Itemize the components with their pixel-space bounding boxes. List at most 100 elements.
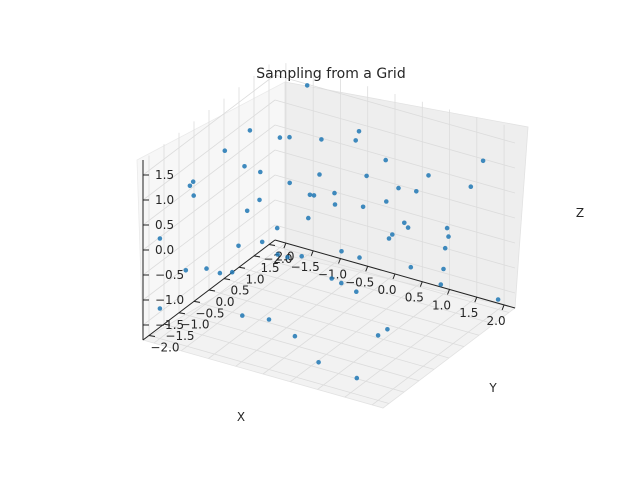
x-tick bbox=[365, 266, 369, 272]
y-tick bbox=[268, 244, 276, 246]
data-point bbox=[311, 193, 317, 198]
z-axis-label: Z bbox=[576, 206, 584, 220]
data-point bbox=[258, 169, 263, 175]
x-tick bbox=[474, 297, 478, 303]
data-point bbox=[285, 254, 290, 260]
data-point bbox=[229, 269, 235, 275]
z-tick-label: −1.0 bbox=[155, 293, 184, 307]
data-point bbox=[408, 264, 414, 270]
z-tick-label: 1.0 bbox=[155, 193, 174, 207]
data-point bbox=[339, 280, 344, 286]
x-tick bbox=[338, 258, 341, 264]
data-point bbox=[240, 313, 245, 318]
data-point bbox=[444, 225, 450, 231]
y-gridline-floor bbox=[238, 266, 480, 336]
y-gridline-floor bbox=[268, 244, 510, 313]
data-point bbox=[442, 245, 448, 251]
z-gridline-back bbox=[142, 149, 276, 251]
z-gridline-back bbox=[142, 199, 276, 301]
data-point bbox=[357, 255, 362, 260]
data-point bbox=[277, 135, 283, 140]
data-point bbox=[187, 183, 193, 189]
data-point bbox=[354, 289, 359, 295]
z-tick-label: −0.5 bbox=[155, 268, 184, 282]
data-point bbox=[316, 360, 321, 365]
y-tick-label: −0.5 bbox=[195, 306, 224, 320]
x-axis-label: X bbox=[237, 410, 245, 424]
data-point bbox=[204, 266, 209, 271]
data-points bbox=[157, 83, 501, 381]
y-tick bbox=[178, 312, 186, 315]
y-gridline-floor bbox=[163, 323, 405, 393]
z-gridline-back bbox=[142, 224, 276, 326]
y-gridline-floor bbox=[253, 255, 495, 325]
data-point bbox=[384, 199, 389, 204]
x-tick bbox=[392, 273, 396, 280]
y-tick bbox=[148, 335, 156, 337]
x-tick-label: −0.5 bbox=[345, 275, 374, 289]
data-point bbox=[402, 220, 407, 226]
data-point bbox=[438, 282, 444, 287]
z-gridline-back bbox=[142, 174, 276, 276]
x-tick bbox=[447, 289, 450, 295]
data-point bbox=[441, 266, 446, 272]
chart-title: Sampling from a Grid bbox=[256, 66, 405, 82]
data-point bbox=[299, 253, 305, 259]
data-point bbox=[157, 306, 163, 311]
data-point bbox=[332, 190, 337, 196]
y-gridline-floor bbox=[223, 278, 465, 347]
data-point bbox=[236, 243, 241, 249]
data-point bbox=[446, 234, 451, 239]
z-tick-label: 0.5 bbox=[155, 218, 174, 232]
z-gridline-back bbox=[142, 124, 276, 226]
data-point bbox=[383, 157, 389, 163]
y-tick-label: 2.0 bbox=[275, 250, 294, 264]
z-gridline-left bbox=[274, 124, 516, 194]
x-tick-label: 2.0 bbox=[487, 314, 506, 328]
z-gridline-left bbox=[274, 149, 516, 219]
z-tick-label: 1.5 bbox=[155, 168, 174, 182]
data-point bbox=[183, 268, 189, 273]
x-tick-label: −2.0 bbox=[263, 252, 292, 266]
x-tick-label: 1.5 bbox=[459, 306, 478, 320]
grid-lines bbox=[142, 63, 516, 406]
data-point bbox=[274, 225, 280, 231]
data-point bbox=[287, 134, 292, 140]
y-tick-label: −1.5 bbox=[165, 329, 194, 343]
data-point bbox=[426, 173, 431, 178]
data-point bbox=[360, 204, 366, 210]
y-axis-label: Y bbox=[488, 381, 497, 395]
y-tick bbox=[223, 278, 231, 281]
y-tick bbox=[238, 266, 246, 269]
z-gridline-back bbox=[142, 99, 276, 201]
data-point bbox=[307, 192, 313, 198]
data-point bbox=[480, 158, 486, 164]
x-tick-label: 0.0 bbox=[377, 283, 396, 297]
data-point bbox=[390, 232, 395, 237]
x-tick bbox=[310, 250, 314, 256]
data-point bbox=[319, 137, 324, 142]
data-point bbox=[266, 317, 272, 322]
data-point bbox=[317, 172, 322, 177]
data-point bbox=[495, 297, 501, 302]
data-point bbox=[386, 236, 392, 241]
data-point bbox=[222, 148, 228, 153]
z-gridline-left bbox=[274, 99, 516, 169]
z-gridline-left bbox=[274, 224, 516, 294]
data-point bbox=[275, 252, 281, 257]
y-tick-label: −2.0 bbox=[150, 341, 179, 355]
x-tick-label: 1.0 bbox=[432, 299, 451, 313]
data-point bbox=[190, 179, 196, 184]
data-point bbox=[414, 189, 419, 194]
data-point bbox=[217, 270, 223, 276]
data-point bbox=[306, 215, 311, 221]
y-tick-label: 0.5 bbox=[230, 284, 249, 298]
data-point bbox=[257, 197, 262, 203]
z-tick-label: 0.0 bbox=[155, 243, 174, 257]
data-point bbox=[244, 208, 250, 214]
x-tick-label: −1.5 bbox=[291, 260, 320, 274]
data-point bbox=[356, 129, 362, 134]
data-point bbox=[354, 375, 360, 381]
x-tick-label: 0.5 bbox=[405, 291, 424, 305]
